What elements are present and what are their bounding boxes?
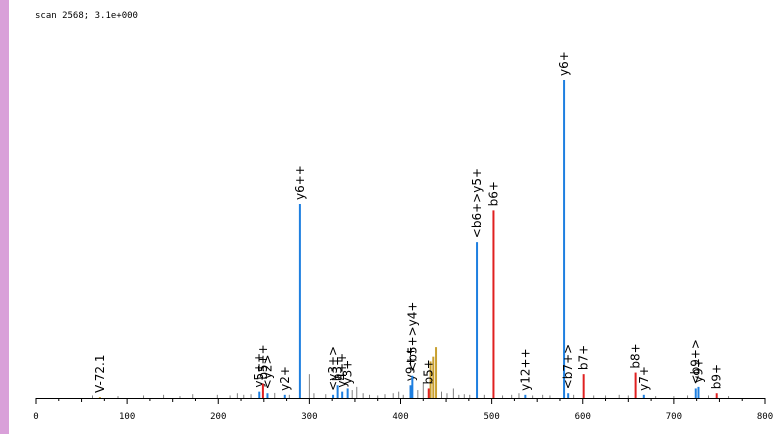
peak-label-3: b5++ — [256, 344, 270, 379]
peak-label-10: y3+ — [341, 360, 355, 385]
x-tick-label: 800 — [757, 412, 773, 422]
left-color-strip — [0, 0, 9, 434]
peak-label-5: y2+ — [278, 366, 292, 391]
peak-label-21: y7+ — [637, 366, 651, 391]
peak-label-8: b3+ — [331, 356, 345, 381]
peak-label-2: y5++ — [252, 353, 266, 388]
peak-label-12: <b5+>y4+ — [405, 302, 419, 372]
scan-header-text: scan 2568; 3.1e+000 — [35, 11, 138, 21]
peak-label-7: <y3+> — [326, 346, 340, 391]
peak-label-23: y9+ — [691, 358, 705, 383]
x-tick-label: 400 — [392, 412, 408, 422]
peak-label-20: b8+ — [629, 343, 643, 368]
x-tick-label: 200 — [210, 412, 226, 422]
peak-label-13: b5+ — [422, 359, 436, 384]
x-tick-label: 0 — [33, 412, 38, 422]
x-tick-label: 500 — [483, 412, 499, 422]
peak-label-4: <y2> — [260, 354, 274, 389]
x-tick-label: 700 — [666, 412, 682, 422]
x-tick-label: 100 — [119, 412, 135, 422]
peak-label-16: y12++ — [518, 348, 532, 390]
peak-label-19: b7+ — [577, 345, 591, 370]
peak-label-1: V-72.1 — [93, 354, 107, 393]
peak-label-15: b6+ — [486, 181, 500, 206]
x-tick-label: 600 — [575, 412, 591, 422]
peak-label-14: <b6+>y5+ — [470, 168, 484, 238]
peak-label-22: <b9+> — [689, 339, 703, 384]
peak-label-11: y9++ — [404, 346, 418, 381]
x-tick-label: 300 — [301, 412, 317, 422]
peak-label-9: y4++ — [335, 353, 349, 388]
peak-label-18: <b7+> — [561, 344, 575, 389]
peak-label-17: y6+ — [557, 51, 571, 76]
peak-label-24: b9+ — [710, 364, 724, 389]
peak-label-6: y6++ — [293, 165, 307, 200]
